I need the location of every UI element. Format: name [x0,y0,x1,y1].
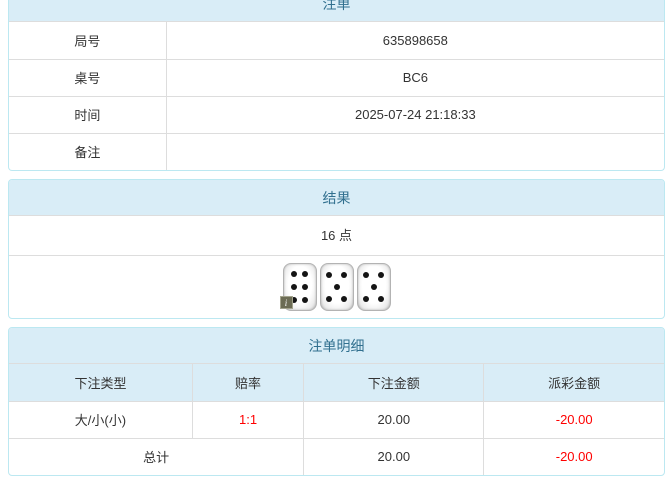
die-6: i [279,263,317,311]
bet-amount-value: 20.00 [303,401,484,438]
table-row: 备注 [9,132,664,170]
col-odds: 赔率 [191,364,304,402]
table-row: 大/小(小) 1:1 20.00 -20.00 [9,401,664,438]
bet-order-table: 局号 635898658 桌号 BC6 时间 2025-07-24 21:18:… [9,22,664,170]
remark-value [166,132,664,170]
bet-order-header: 注单 [9,0,664,22]
payout-value: -20.00 [483,401,664,438]
table-row: 局号 635898658 [9,22,664,59]
table-row: 桌号 BC6 [9,58,664,96]
odds-value: 1:1 [191,401,304,438]
round-id-label: 局号 [9,22,167,59]
result-panel: 结果 16 点 i [8,179,665,319]
col-payout: 派彩金额 [483,364,664,402]
col-bet-type: 下注类型 [9,364,193,402]
image-info-badge-icon: i [279,296,293,309]
table-id-label: 桌号 [9,58,167,96]
total-row: 总计 20.00 -20.00 [9,437,664,475]
total-label: 总计 [9,437,304,475]
die-5 [319,263,354,311]
table-row: 时间 2025-07-24 21:18:33 [9,95,664,133]
bet-details-title: 注单明细 [308,338,365,354]
col-bet-amount: 下注金额 [303,364,484,402]
bet-order-panel: 注单 局号 635898658 桌号 BC6 时间 2025-07-24 21:… [8,0,665,171]
die-5 [356,263,391,311]
time-label: 时间 [9,95,167,133]
bet-details-panel: 注单明细 下注类型 赔率 下注金额 派彩金额 大/小(小) 1:1 20.00 … [8,327,665,476]
bet-details-header: 注单明细 [9,328,664,364]
table-id-value: BC6 [166,58,664,96]
round-id-value: 635898658 [382,32,448,48]
time-value: 2025-07-24 21:18:33 [166,95,664,133]
bet-type-value: 大/小(小) [74,413,127,428]
remark-label: 备注 [9,132,167,170]
result-title: 结果 [322,190,351,206]
total-bet-amount: 20.00 [303,437,484,475]
result-header: 结果 [9,180,664,216]
points-total: 16 点 [9,216,664,256]
dice-container: i [9,256,664,318]
total-payout: -20.00 [483,437,664,475]
bet-order-title: 注单 [322,0,351,12]
table-header-row: 下注类型 赔率 下注金额 派彩金额 [9,364,664,402]
bet-details-table: 下注类型 赔率 下注金额 派彩金额 大/小(小) 1:1 20.00 -20.0… [9,364,664,475]
